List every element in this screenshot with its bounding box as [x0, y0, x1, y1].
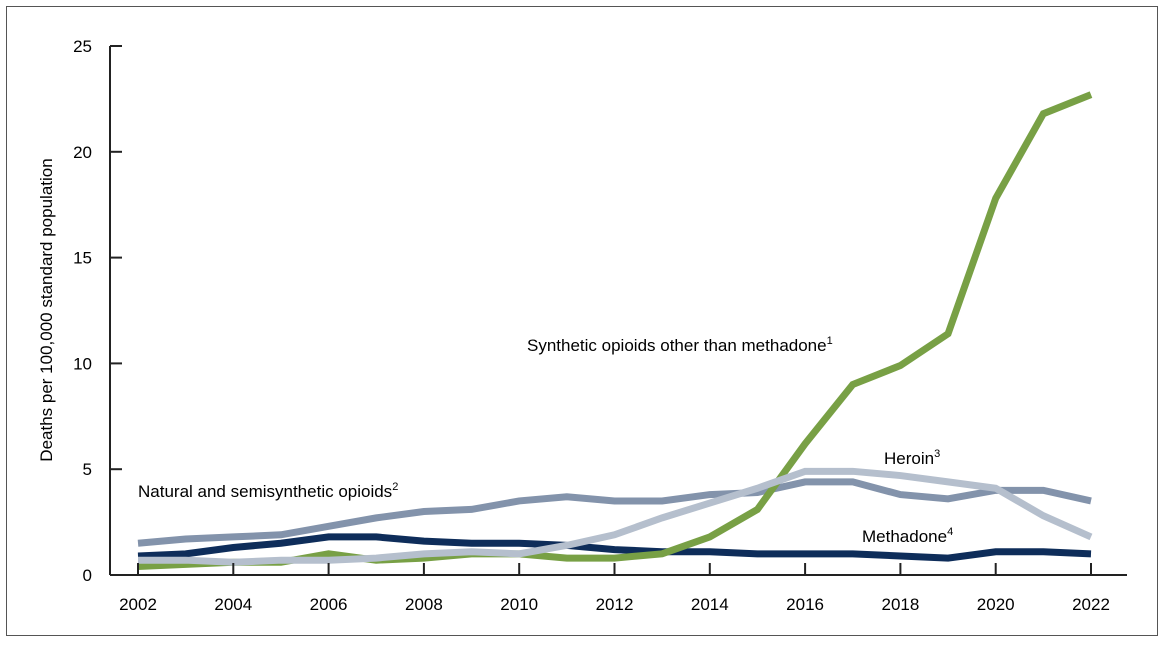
series-label-heroin: Heroin3 — [884, 448, 940, 468]
x-tick-label: 2022 — [1072, 595, 1110, 614]
x-tick-label: 2006 — [310, 595, 348, 614]
x-tick-label: 2004 — [214, 595, 252, 614]
x-tick-label: 2016 — [786, 595, 824, 614]
y-tick-label: 15 — [73, 249, 92, 268]
series-line-methadone — [137, 533, 1092, 562]
series-line-heroin — [138, 467, 1093, 566]
x-tick-label: 2012 — [596, 595, 634, 614]
series-label-synthetic: Synthetic opioids other than methadone1 — [527, 335, 833, 355]
x-tick-label: 2008 — [405, 595, 443, 614]
y-tick-label: 25 — [73, 37, 92, 56]
x-tick-label: 2014 — [691, 595, 729, 614]
series-label-natural: Natural and semisynthetic opioids2 — [138, 481, 398, 501]
x-tick-label: 2010 — [500, 595, 538, 614]
series-line-natural-and-semisynthetic-opioids — [137, 478, 1092, 547]
x-tick-label: 2002 — [119, 595, 157, 614]
y-tick-label: 20 — [73, 143, 92, 162]
chart-frame — [6, 6, 1158, 636]
series-label-methadone: Methadone4 — [862, 526, 953, 546]
y-tick-label: 5 — [83, 460, 92, 479]
x-tick-label: 2020 — [977, 595, 1015, 614]
y-tick-label: 0 — [83, 566, 92, 585]
x-tick-label: 2018 — [881, 595, 919, 614]
y-tick-label: 10 — [73, 354, 92, 373]
y-axis-label: Deaths per 100,000 standard population — [37, 158, 56, 461]
